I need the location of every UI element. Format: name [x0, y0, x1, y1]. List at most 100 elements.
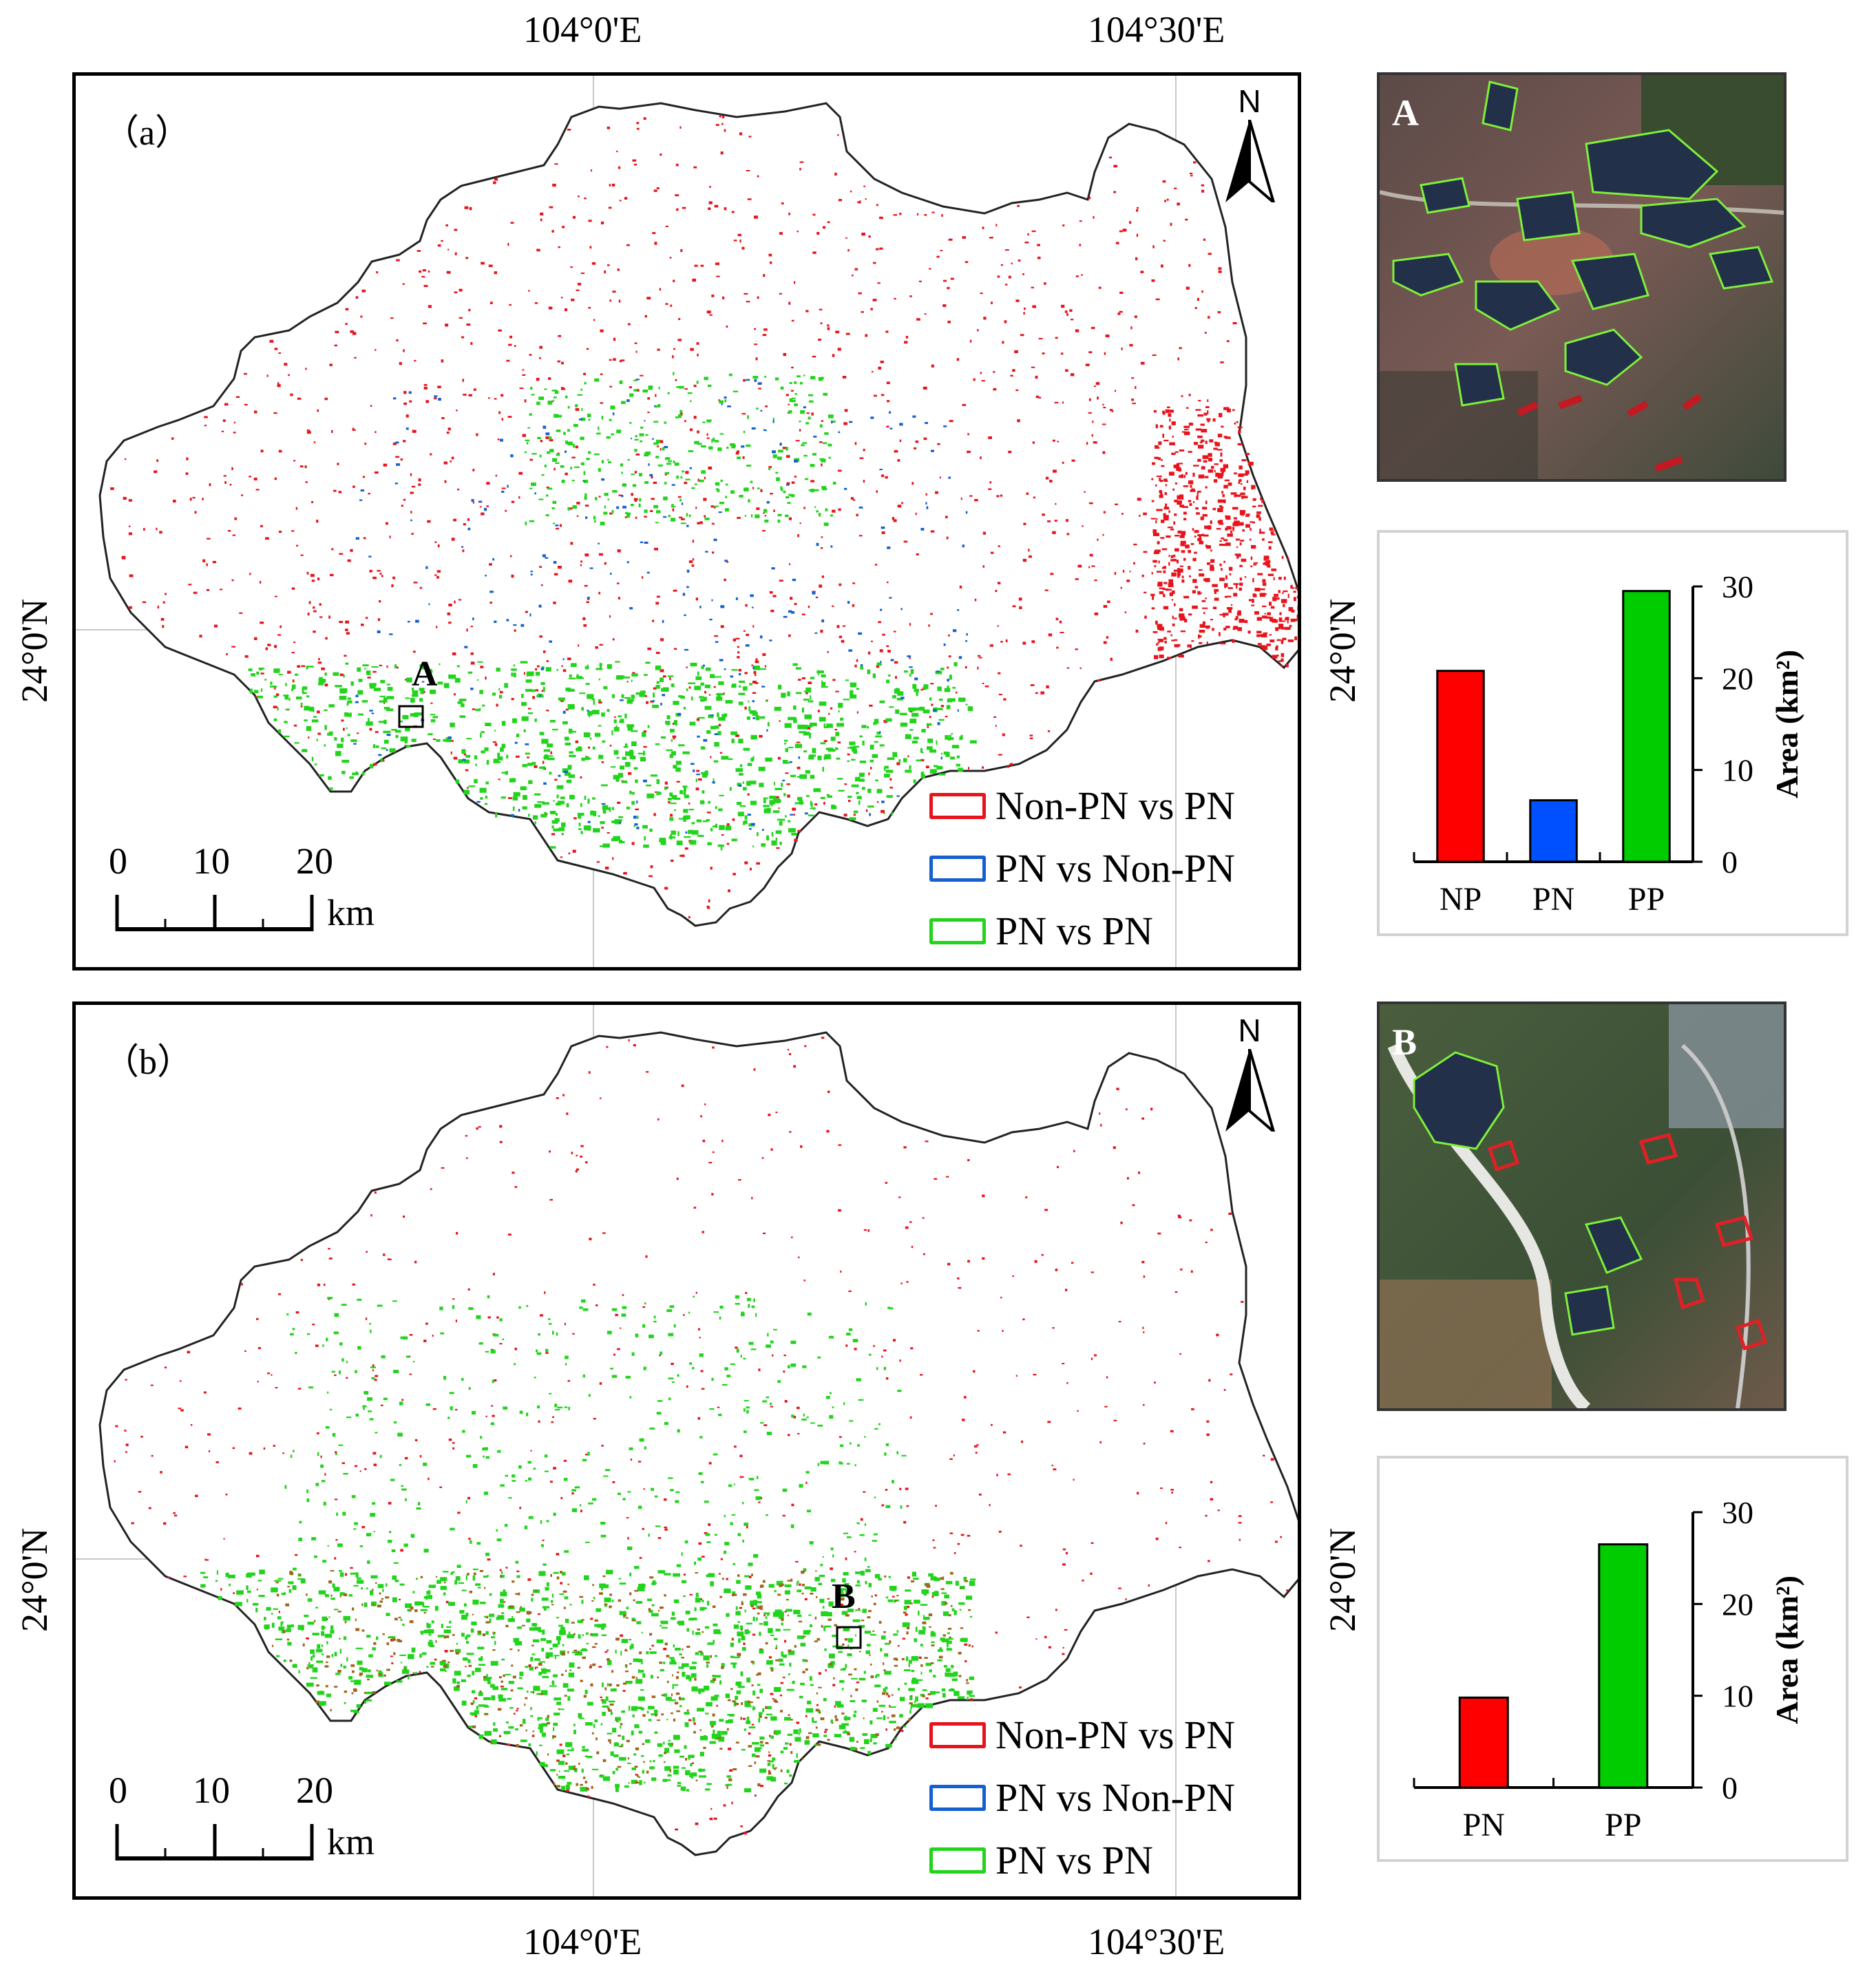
change-pixel	[377, 570, 381, 572]
change-pixel	[805, 422, 810, 425]
change-pixel	[925, 1697, 929, 1699]
change-pixel	[1203, 534, 1209, 537]
change-pixel	[607, 1732, 612, 1735]
change-pixel	[945, 516, 948, 518]
change-pixel	[523, 672, 525, 675]
change-pixel	[824, 1730, 827, 1733]
change-pixel	[923, 1593, 927, 1596]
change-pixel	[580, 1145, 584, 1147]
change-pixel	[337, 463, 339, 465]
change-pixel	[735, 637, 740, 640]
change-pixel	[142, 601, 147, 604]
change-pixel	[466, 323, 471, 326]
change-pixel	[249, 688, 253, 694]
change-pixel	[635, 516, 637, 519]
change-pixel	[1037, 244, 1040, 246]
change-pixel	[814, 1743, 817, 1746]
change-pixel	[947, 666, 949, 669]
change-pixel	[1252, 505, 1256, 508]
change-pixel	[743, 430, 746, 434]
change-pixel	[909, 666, 913, 668]
change-pixel	[909, 1416, 912, 1419]
change-pixel	[567, 765, 572, 770]
change-pixel	[872, 1708, 878, 1712]
change-pixel	[434, 396, 437, 400]
change-pixel	[1097, 538, 1099, 541]
change-pixel	[611, 183, 615, 187]
change-pixel	[838, 1209, 841, 1212]
change-pixel	[710, 725, 716, 730]
change-pixel	[707, 384, 712, 388]
change-pixel	[317, 577, 320, 581]
change-pixel	[828, 749, 836, 752]
change-pixel	[714, 1655, 717, 1657]
change-pixel	[708, 207, 711, 210]
change-pixel	[938, 773, 946, 776]
change-pixel	[1088, 566, 1090, 569]
change-pixel	[1228, 609, 1232, 613]
change-pixel	[1088, 412, 1092, 414]
change-pixel	[916, 691, 918, 697]
change-pixel	[1197, 491, 1199, 496]
change-pixel	[858, 1677, 866, 1681]
change-pixel	[468, 785, 476, 787]
change-pixel	[266, 1607, 271, 1611]
change-pixel	[794, 802, 799, 805]
change-pixel	[377, 618, 381, 622]
change-pixel	[457, 1512, 461, 1514]
change-pixel	[684, 1745, 687, 1749]
change-pixel	[680, 522, 686, 524]
change-pixel	[686, 688, 688, 692]
change-pixel	[512, 778, 516, 783]
change-pixel	[584, 496, 587, 500]
change-pixel	[1199, 629, 1205, 633]
change-pixel	[461, 1700, 467, 1706]
change-pixel	[790, 597, 793, 600]
change-pixel	[1141, 574, 1144, 577]
change-pixel	[754, 328, 757, 330]
change-pixel	[525, 679, 532, 683]
change-pixel	[645, 452, 649, 454]
change-pixel	[1192, 472, 1195, 477]
change-pixel	[749, 827, 752, 830]
change-pixel	[194, 511, 197, 514]
change-pixel	[810, 677, 815, 679]
change-pixel	[596, 1304, 598, 1306]
change-pixel	[421, 665, 426, 670]
change-pixel	[215, 1461, 219, 1463]
change-pixel	[372, 744, 376, 748]
change-pixel	[870, 416, 874, 419]
change-pixel	[870, 1734, 878, 1739]
change-pixel	[853, 814, 856, 816]
change-pixel	[1201, 439, 1205, 443]
change-pixel	[454, 229, 458, 231]
change-pixel	[881, 1504, 885, 1507]
change-pixel	[1171, 1491, 1173, 1494]
change-pixel	[748, 700, 750, 703]
change-pixel	[554, 1655, 556, 1660]
change-pixel	[880, 661, 882, 664]
change-pixel	[867, 1229, 870, 1232]
change-pixel	[940, 250, 943, 252]
change-pixel	[717, 489, 720, 492]
change-pixel	[697, 834, 704, 837]
change-pixel	[744, 815, 748, 820]
change-pixel	[699, 1752, 704, 1757]
change-pixel	[552, 522, 556, 524]
change-pixel	[306, 666, 308, 670]
change-pixel	[485, 781, 489, 785]
change-pixel	[1130, 326, 1132, 330]
change-pixel	[744, 514, 746, 517]
change-pixel	[452, 1298, 455, 1300]
change-pixel	[681, 1580, 686, 1584]
change-pixel	[1227, 482, 1232, 486]
change-pixel	[512, 796, 518, 801]
change-pixel	[472, 708, 476, 710]
change-pixel	[1018, 597, 1022, 601]
change-pixel	[629, 1572, 632, 1577]
change-pixel	[1286, 1589, 1289, 1591]
change-pixel	[679, 126, 682, 129]
change-pixel	[621, 1639, 629, 1644]
change-pixel	[784, 1584, 792, 1587]
change-pixel	[151, 1454, 154, 1457]
